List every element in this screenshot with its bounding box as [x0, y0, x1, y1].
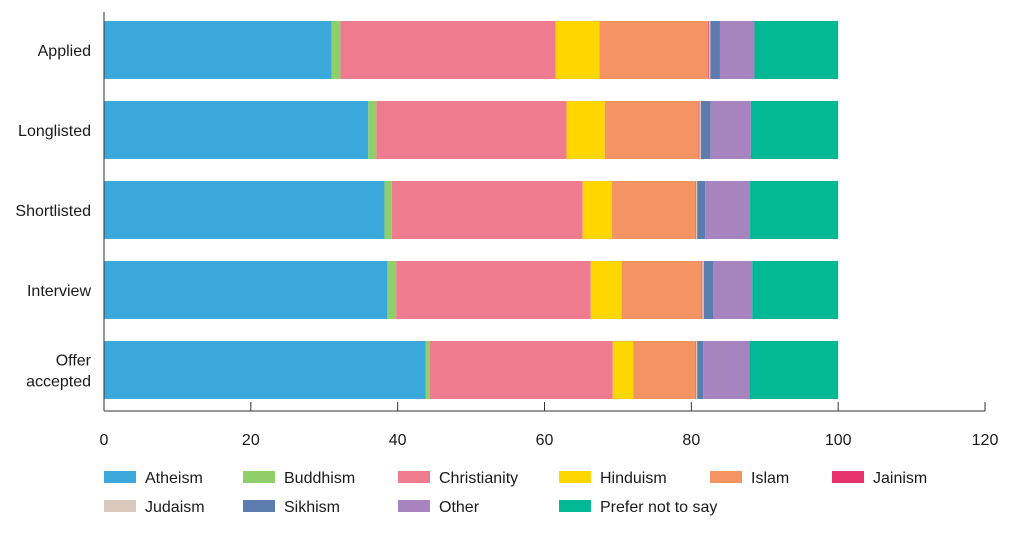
bar-segment-judaism — [695, 341, 698, 399]
category-label: Shortlisted — [15, 203, 91, 220]
bar-segment-jainism — [698, 101, 700, 159]
bar-segment-jainism — [701, 261, 703, 319]
bar-segment-buddhism — [387, 261, 397, 319]
legend-label: Buddhism — [284, 470, 355, 487]
category-label-line: Applied — [38, 43, 91, 60]
category-labels: Applied Longlisted Shortlisted Interview Off… — [15, 43, 91, 391]
bar-segment-christianity — [429, 341, 613, 399]
bar-segment-islam — [633, 341, 696, 399]
bar-segment-sikhism — [703, 261, 714, 319]
bar-segment-islam — [604, 101, 699, 159]
bar-segment-islam — [621, 261, 702, 319]
x-tick-label: 40 — [389, 432, 407, 449]
legend: Atheism Buddhism Christianity Hinduism Islam… — [104, 470, 927, 516]
bar-segment-hinduism — [566, 101, 605, 159]
bar-segment-prefer-not-to-say — [750, 101, 839, 159]
bar-segment-judaism — [702, 261, 704, 319]
bar-segment-christianity — [340, 21, 556, 79]
legend-swatch — [104, 500, 136, 512]
legend-swatch — [832, 471, 864, 483]
legend-label: Atheism — [145, 470, 203, 487]
category-label-line: Shortlisted — [15, 203, 91, 220]
bar-segment-prefer-not-to-say — [754, 21, 839, 79]
legend-label: Judaism — [145, 499, 205, 516]
legend-swatch — [398, 500, 430, 512]
legend-swatch — [559, 471, 591, 483]
category-label: Interview — [27, 283, 91, 300]
category-label: Applied — [38, 43, 91, 60]
bar-segment-sikhism — [697, 341, 704, 399]
bar-segment-islam — [599, 21, 709, 79]
bar-segment-atheism — [104, 101, 369, 159]
legend-swatch — [104, 471, 136, 483]
bar-segment-atheism — [104, 21, 332, 79]
x-tick-label: 60 — [536, 432, 554, 449]
bar-segment-prefer-not-to-say — [752, 261, 839, 319]
bar-segment-judaism — [699, 101, 701, 159]
bar-segment-sikhism — [700, 101, 711, 159]
category-label-line: Interview — [27, 283, 91, 300]
category-label-line: Offer — [56, 353, 92, 370]
bar-segment-other — [705, 181, 751, 239]
bar-segment-buddhism — [368, 101, 377, 159]
x-tick-label: 20 — [242, 432, 260, 449]
bar-segment-christianity — [396, 261, 591, 319]
bar-segment-hinduism — [582, 181, 613, 239]
legend-label: Prefer not to say — [600, 499, 717, 516]
x-tick-label: 100 — [825, 432, 852, 449]
bar-segment-hinduism — [590, 261, 622, 319]
bar-segment-buddhism — [425, 341, 430, 399]
legend-label: Hinduism — [600, 470, 667, 487]
x-axis: 0 20 40 60 80 100 120 — [100, 12, 999, 449]
bar-segment-hinduism — [555, 21, 600, 79]
bar-segment-jainism — [695, 181, 696, 239]
bar-segment-islam — [612, 181, 696, 239]
bar-segment-buddhism — [331, 21, 341, 79]
legend-label: Islam — [751, 470, 789, 487]
legend-swatch — [559, 500, 591, 512]
category-label: Longlisted — [18, 123, 91, 140]
category-label-line: Longlisted — [18, 123, 91, 140]
category-label: Offer accepted — [26, 353, 92, 391]
legend-label: Christianity — [439, 470, 518, 487]
legend-swatch — [398, 471, 430, 483]
bar-segment-christianity — [376, 101, 567, 159]
bar-segment-jainism — [708, 21, 709, 79]
bar-segment-christianity — [391, 181, 583, 239]
legend-label: Other — [439, 499, 480, 516]
legend-swatch — [243, 471, 275, 483]
bar-segment-other — [713, 261, 753, 319]
x-tick-label: 120 — [972, 432, 999, 449]
bar-segment-atheism — [104, 261, 388, 319]
bar-segment-sikhism — [697, 181, 706, 239]
bar-segment-atheism — [104, 341, 426, 399]
x-tick-label: 0 — [100, 432, 109, 449]
bar-segment-buddhism — [384, 181, 392, 239]
bar-segment-judaism — [695, 181, 698, 239]
bar-segment-other — [703, 341, 750, 399]
bar-segment-jainism — [695, 341, 696, 399]
bar-segment-judaism — [708, 21, 711, 79]
legend-label: Sikhism — [284, 499, 340, 516]
legend-label: Jainism — [873, 470, 927, 487]
x-tick-label: 80 — [682, 432, 700, 449]
bar-segment-atheism — [104, 181, 385, 239]
bars-layer — [104, 21, 839, 399]
bar-segment-other — [710, 101, 751, 159]
bar-segment-other — [719, 21, 755, 79]
bar-segment-hinduism — [612, 341, 634, 399]
legend-swatch — [243, 500, 275, 512]
bar-segment-prefer-not-to-say — [749, 341, 839, 399]
bar-segment-prefer-not-to-say — [750, 181, 839, 239]
legend-swatch — [710, 471, 742, 483]
bar-segment-sikhism — [710, 21, 720, 79]
category-label-line: accepted — [26, 374, 91, 391]
